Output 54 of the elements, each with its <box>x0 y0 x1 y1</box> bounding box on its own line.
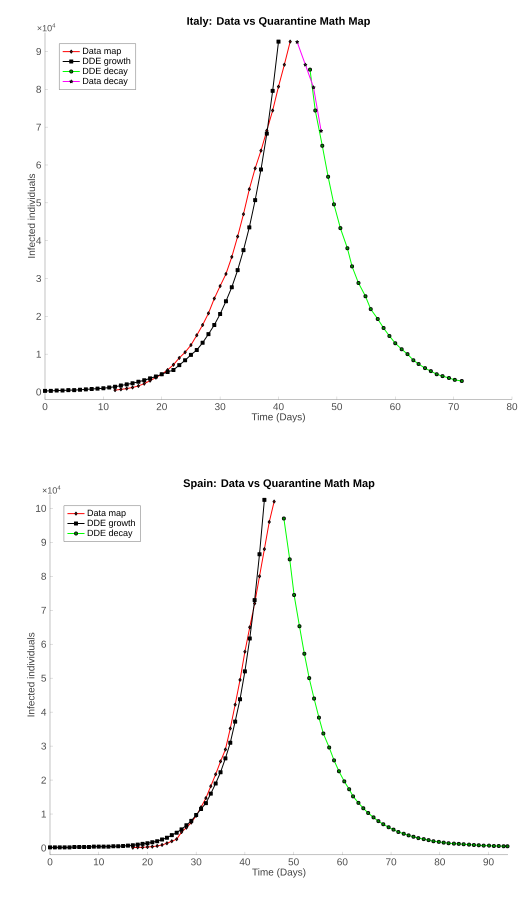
x-axis-title: Time (Days) <box>252 413 305 422</box>
legend-label: Data decay <box>83 78 128 86</box>
legend-label: Data map <box>83 48 121 56</box>
y-tick-label: 8 <box>36 86 42 93</box>
x-tick-label: 40 <box>240 858 250 866</box>
x-tick-label: 70 <box>448 403 459 410</box>
legend-label: DDE decay <box>88 530 132 538</box>
y-tick-label: 10 <box>36 504 46 512</box>
x-tick-label: 70 <box>386 858 396 866</box>
y-tick-label: 5 <box>36 199 42 206</box>
x-tick-label: 10 <box>94 858 104 866</box>
y-tick-label: 5 <box>41 674 46 682</box>
chart-title: Spain: Data vs Quarantine Math Map <box>183 479 374 490</box>
y-tick-label: 0 <box>36 388 42 396</box>
y-tick-label: 0 <box>41 844 46 852</box>
x-tick-label: 50 <box>288 858 299 866</box>
x-tick-label: 30 <box>214 403 226 410</box>
y-tick-label: 2 <box>36 312 41 320</box>
text: ×10$^{4}$ <box>37 23 56 32</box>
x-tick-label: 10 <box>98 403 109 410</box>
y-tick-label: 8 <box>41 572 46 580</box>
x-tick-label: 20 <box>142 858 153 866</box>
x-tick-label: 60 <box>337 858 348 866</box>
y-tick-label: 7 <box>41 606 46 614</box>
y-tick-label: 9 <box>41 538 46 546</box>
chart-title: Italy: Data vs Quarantine Math Map <box>187 16 370 28</box>
y-tick-label: 2 <box>41 776 46 784</box>
text: ×10$^{4}$ <box>42 486 60 494</box>
x-tick-label: 80 <box>434 858 445 866</box>
legend-label: DDE growth <box>83 57 130 66</box>
y-tick-label: 4 <box>36 237 42 244</box>
y-tick-label: 3 <box>36 274 42 282</box>
y-tick-label: 9 <box>36 48 41 56</box>
x-tick-label: 80 <box>506 403 518 410</box>
x-tick-label: 60 <box>390 403 400 410</box>
y-tick-label: 1 <box>36 350 41 358</box>
x-tick-label: 90 <box>483 858 494 866</box>
y-tick-label: 4 <box>41 708 46 716</box>
x-tick-label: 30 <box>190 858 202 866</box>
x-axis-title: Time (Days) <box>252 868 306 878</box>
legend-label: DDE decay <box>83 67 128 76</box>
y-tick-label: 3 <box>41 742 46 750</box>
x-tick-label: 20 <box>156 403 167 410</box>
y-tick-label: 6 <box>41 640 46 648</box>
y-tick-label: 7 <box>36 124 41 131</box>
legend-label: DDE growth <box>88 519 135 528</box>
x-tick-label: 50 <box>332 403 342 410</box>
legend-label: Data map <box>88 510 126 518</box>
y-axis-title: Infected individuals <box>28 174 36 258</box>
x-tick-label: 0 <box>48 858 52 866</box>
x-tick-label: 40 <box>273 403 284 410</box>
y-tick-label: 1 <box>42 810 46 818</box>
y-axis-title: Infected individuals <box>27 632 34 716</box>
y-tick-label: 6 <box>36 161 42 169</box>
